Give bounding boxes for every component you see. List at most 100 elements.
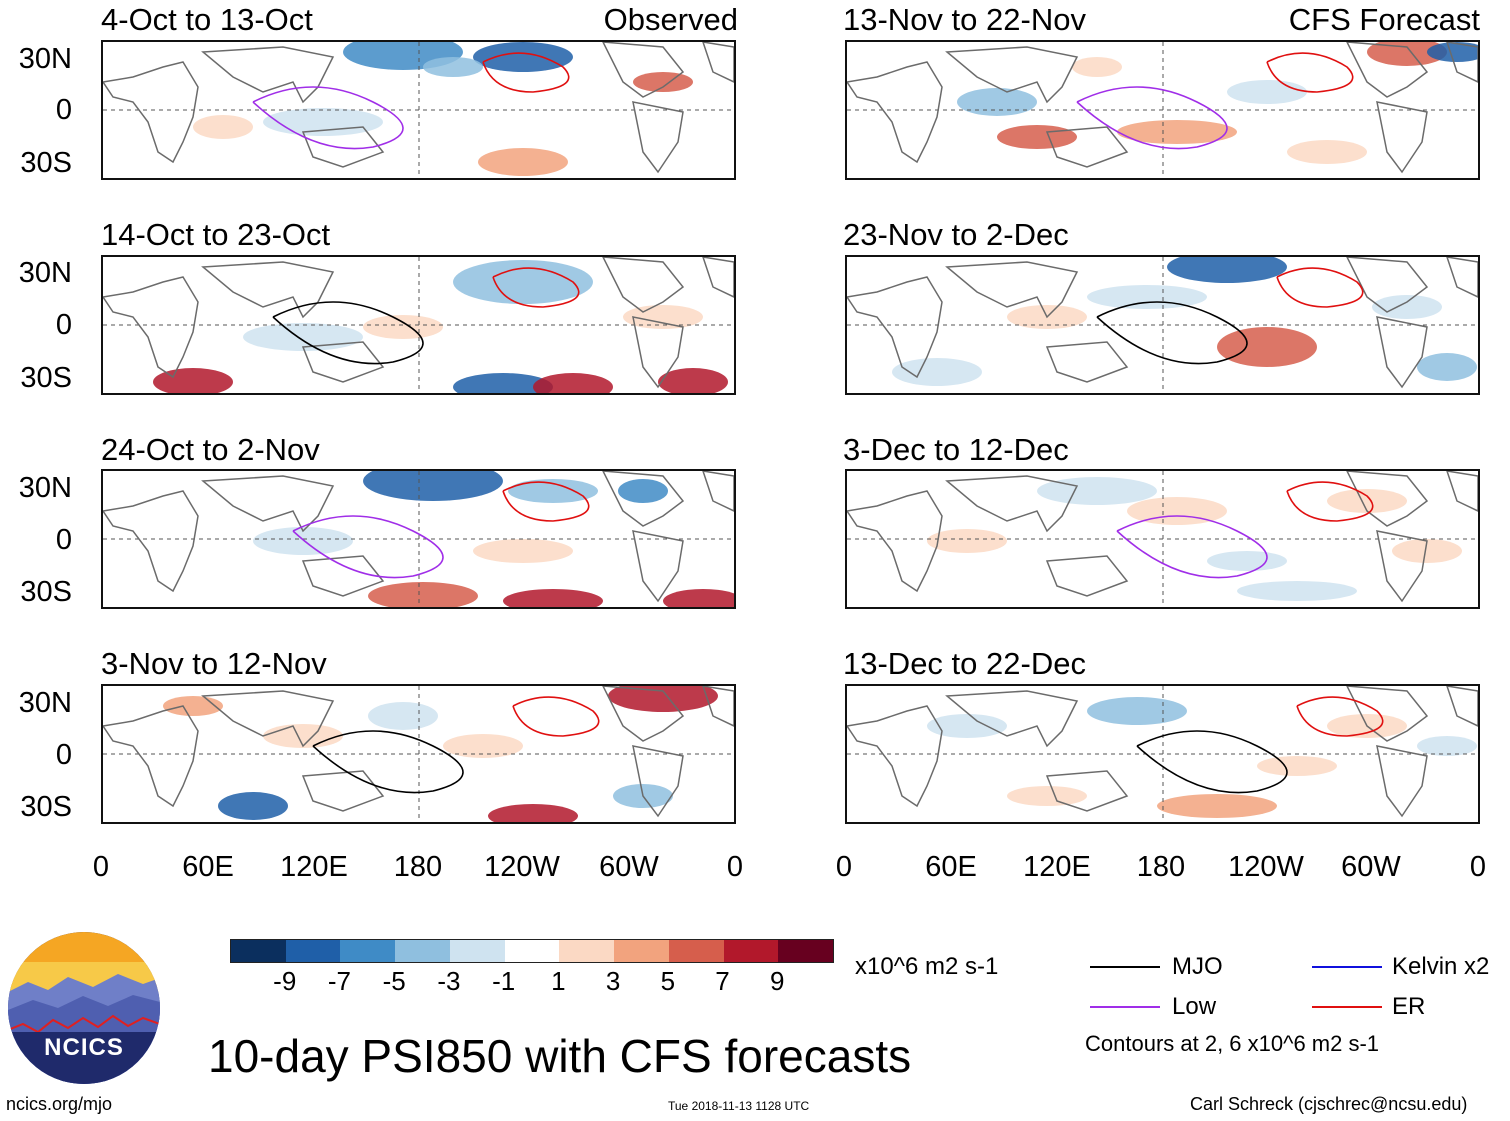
anomaly-blob (478, 148, 568, 176)
contour-line (1136, 730, 1288, 794)
coastline (847, 471, 1478, 603)
contour-line (1296, 696, 1384, 737)
anomaly-blob (443, 734, 523, 758)
x-label-left-60w: 60W (599, 851, 659, 883)
anomaly-blob (263, 108, 383, 136)
map-anomaly-field (847, 471, 1478, 607)
contour-line (512, 696, 600, 737)
x-label-right-0: 0 (835, 851, 853, 883)
anomaly-blob (363, 471, 503, 501)
cfs-forecast-label: CFS Forecast (1288, 2, 1480, 37)
anomaly-blob (473, 42, 573, 72)
legend-note: Contours at 2, 6 x10^6 m2 s-1 (1085, 1031, 1380, 1056)
colorbar-swatch (723, 940, 779, 962)
colorbar-tick-label: 1 (551, 966, 566, 996)
map-panel-obs-3 (101, 469, 736, 609)
anomaly-blob (508, 479, 598, 503)
anomaly-blob (1257, 756, 1337, 776)
anomaly-blob (1392, 539, 1462, 563)
anomaly-blob (1327, 489, 1407, 513)
colorbar-swatch (340, 940, 396, 962)
anomaly-blob (1417, 736, 1477, 756)
anomaly-blob (553, 73, 613, 101)
anomaly-blob (892, 358, 982, 386)
colorbar-tick-label: -1 (492, 966, 516, 996)
anomaly-blob (1157, 794, 1277, 818)
colorbar-swatch (231, 940, 286, 962)
anomaly-blob (1367, 42, 1447, 66)
y-label-30n-2: 30N (18, 257, 72, 289)
contour-line (1076, 86, 1228, 150)
y-label-30s-3: 30S (20, 576, 72, 608)
anomaly-blob (503, 589, 603, 607)
colorbar-tick-label: -7 (327, 966, 352, 996)
legend-label-er: ER (1392, 993, 1426, 1020)
anomaly-blob (1372, 295, 1442, 319)
y-label-30n-4: 30N (18, 687, 72, 719)
anomaly-blob (1072, 57, 1122, 77)
map-panel-fc-1 (845, 40, 1480, 180)
contour-line (312, 730, 464, 794)
ncics-logo: NCICS (8, 932, 160, 1084)
map-panel-fc-2 (845, 255, 1480, 395)
map-anomaly-field (103, 471, 734, 607)
y-label-30n-3: 30N (18, 472, 72, 504)
x-label-right-120e: 120E (1023, 851, 1091, 883)
anomaly-blob (1087, 697, 1187, 725)
coastline (103, 257, 734, 389)
colorbar-swatch (778, 940, 834, 962)
panel-title-obs-1: 4-Oct to 13-Oct (101, 2, 313, 37)
footer-timestamp: Tue 2018-11-13 1128 UTC (668, 1099, 810, 1113)
coastline (103, 686, 734, 818)
legend-line-low (1090, 1006, 1160, 1008)
main-title: 10-day PSI850 with CFS forecasts (208, 1030, 912, 1082)
colorbar-tick-label: -9 (273, 966, 297, 996)
panel-title-fc-4: 13-Dec to 22-Dec (843, 646, 1086, 681)
x-label-right-60w: 60W (1341, 851, 1401, 883)
legend-label-kelvin: Kelvin x2 (1392, 953, 1490, 980)
map-anomaly-field (103, 42, 734, 178)
footer-left[interactable]: ncics.org/mjo (6, 1094, 113, 1114)
footer-right: Carl Schreck (cjschrec@ncsu.edu) (1190, 1094, 1468, 1114)
x-label-right-60e: 60E (925, 851, 977, 883)
panel-title-obs-4: 3-Nov to 12-Nov (101, 646, 327, 681)
y-label-eq-1: 0 (55, 94, 72, 126)
colorbar-swatch (668, 940, 724, 962)
anomaly-blob (623, 305, 703, 329)
legend-line-er (1312, 1006, 1382, 1008)
x-label-right-360: 0 (1469, 851, 1487, 883)
colorbar-unit: x10^6 m2 s-1 (855, 953, 999, 980)
contour-line (1286, 481, 1374, 522)
y-label-30s-2: 30S (20, 362, 72, 394)
anomaly-blob (1237, 581, 1357, 601)
logo-text: NCICS (44, 1034, 124, 1061)
anomaly-blob (1007, 786, 1087, 806)
x-label-right-120w: 120W (1228, 851, 1304, 883)
anomaly-blob (927, 714, 1007, 738)
anomaly-blob (368, 582, 478, 607)
anomaly-blob (957, 88, 1037, 116)
x-label-left-120w: 120W (484, 851, 560, 883)
colorbar (230, 939, 834, 963)
anomaly-blob (927, 529, 1007, 553)
colorbar-tick-label: 5 (660, 966, 676, 996)
colorbar-tick-label: 7 (715, 966, 730, 996)
x-label-left-120e: 120E (280, 851, 348, 883)
anomaly-blob (1287, 140, 1367, 164)
contour-line (492, 267, 580, 308)
anomaly-blob (1117, 120, 1237, 144)
contour-line (292, 515, 444, 579)
map-panel-obs-4 (101, 684, 736, 824)
y-label-30s-4: 30S (20, 791, 72, 823)
anomaly-blob (633, 72, 693, 92)
legend-line-kelvin (1312, 966, 1382, 968)
y-label-eq-4: 0 (55, 739, 72, 771)
coastline (103, 42, 734, 174)
contour-line (1096, 301, 1248, 365)
anomaly-blob (1217, 327, 1317, 367)
colorbar-swatch (449, 940, 505, 962)
contour-line (1276, 267, 1364, 308)
anomaly-blob (1087, 285, 1207, 309)
x-label-left-180: 180 (393, 851, 443, 883)
contour-line (482, 52, 570, 93)
